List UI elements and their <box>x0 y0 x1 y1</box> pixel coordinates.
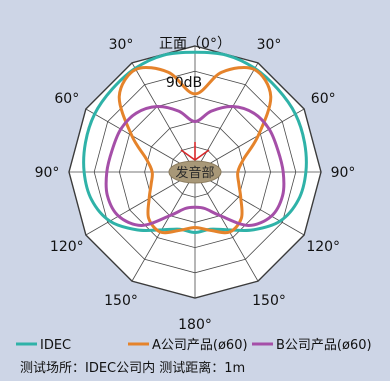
center-label: 发音部 <box>175 165 214 181</box>
scale-label: 90dB <box>166 75 202 91</box>
radial-line-120 <box>194 171 305 236</box>
angle-label-9: 150° <box>104 293 138 309</box>
sound-source-ellipse <box>168 160 222 184</box>
radial-line-30 <box>194 62 259 173</box>
angle-label-8: 120° <box>306 239 340 255</box>
radial-line-240 <box>85 171 196 236</box>
angle-label-6: 90° <box>331 165 356 181</box>
sound-arrow-2 <box>180 149 196 161</box>
angle-label-4: 60° <box>311 91 336 107</box>
legend-label-3: B公司产品(ø60) <box>276 338 372 353</box>
radial-line-300 <box>85 108 196 173</box>
angle-label-1: 30° <box>109 37 134 53</box>
series-line-1 <box>82 50 308 234</box>
radial-line-330 <box>131 62 196 173</box>
series-line-2 <box>117 65 273 235</box>
angle-label-5: 90° <box>35 165 60 181</box>
angle-labels: 30° 30° 60° 60° 90° 90° 120° 120° 150° 150° 180° 正面… <box>35 36 356 333</box>
top-label: 正面（0°） <box>159 36 231 52</box>
test-note: 测试场所：IDEC公司内 测试距离：1m <box>20 361 246 376</box>
legend-label-1: IDEC <box>40 338 71 353</box>
radial-line-60 <box>194 108 305 173</box>
angle-label-2: 30° <box>257 37 282 53</box>
legend: IDEC A公司产品(ø60) B公司产品(ø60) <box>16 338 372 353</box>
series-line-3 <box>104 105 286 227</box>
radial-line-150 <box>194 171 259 282</box>
center-marker: 发音部 <box>168 142 222 184</box>
series-group <box>82 50 308 235</box>
sound-arrow-3 <box>194 149 210 161</box>
angle-label-11: 180° <box>178 317 212 333</box>
angle-label-3: 60° <box>54 91 79 107</box>
radial-line-210 <box>131 171 196 282</box>
angle-label-10: 150° <box>252 293 286 309</box>
legend-label-2: A公司产品(ø60) <box>152 338 248 353</box>
angle-label-7: 120° <box>50 239 84 255</box>
